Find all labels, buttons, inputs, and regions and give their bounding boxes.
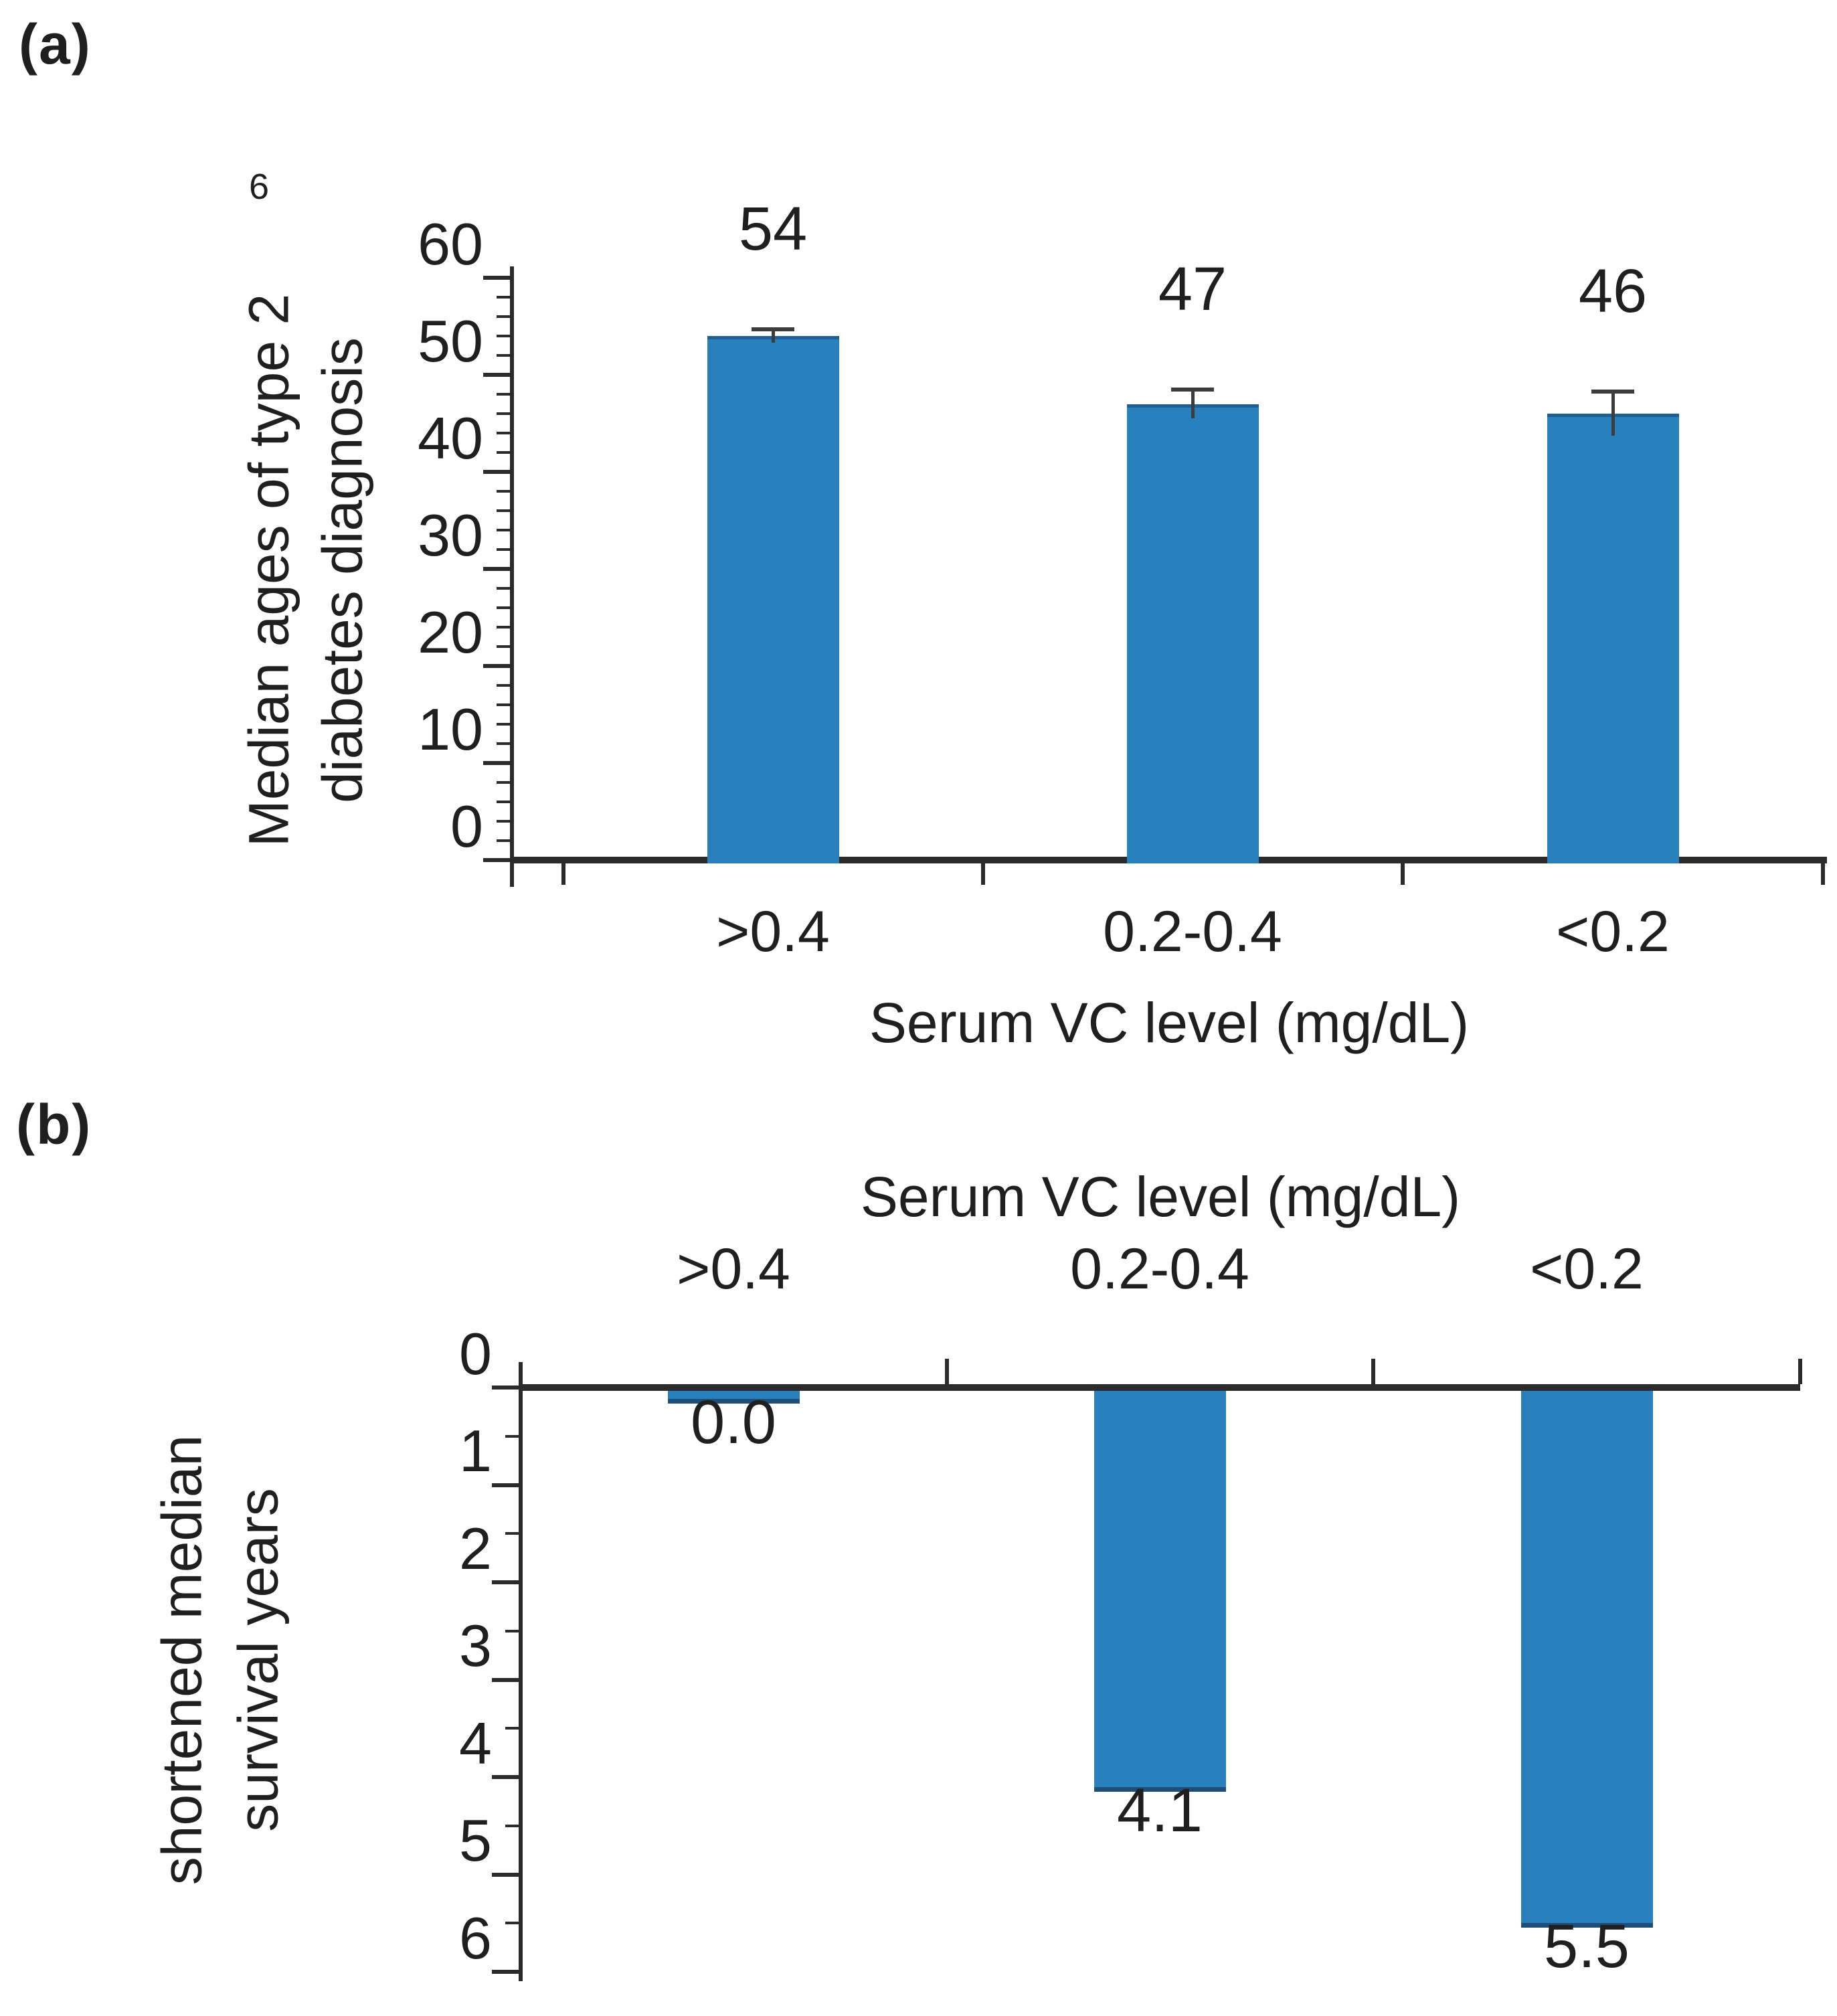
y-axis-major-tick — [492, 1385, 519, 1390]
panel-b-tag: (b) — [16, 1093, 92, 1156]
y-axis-minor-tick — [497, 626, 510, 628]
y-axis-minor-tick — [497, 703, 510, 706]
y-axis-major-tick — [492, 1677, 519, 1682]
y-axis-major-tick — [492, 1580, 519, 1584]
y-axis-minor-tick — [497, 684, 510, 687]
bar — [1094, 1391, 1226, 1792]
y-axis-minor-tick — [505, 1629, 519, 1632]
x-axis-boundary-tick — [1371, 1359, 1375, 1384]
y-axis-minor-tick — [497, 606, 510, 609]
y-axis-major-tick — [483, 858, 510, 862]
y-axis-minor-tick — [497, 742, 510, 745]
y-axis-minor-tick — [505, 1727, 519, 1730]
y-axis-minor-tick — [497, 781, 510, 784]
bar-value-label: 0.0 — [691, 1388, 776, 1456]
y-axis-minor-tick — [497, 432, 510, 434]
error-bar-line — [771, 329, 775, 343]
y-axis-title-line: diabetes diagnosis — [311, 337, 374, 803]
stray-character: 6 — [249, 167, 270, 207]
bar — [1126, 404, 1259, 863]
bar — [667, 1391, 800, 1404]
x-category-label: <0.2 — [1530, 1237, 1644, 1301]
y-axis-minor-tick — [497, 412, 510, 415]
x-category-label: 0.2-0.4 — [1070, 1237, 1249, 1301]
error-bar-line — [1611, 391, 1615, 436]
y-axis-tick-label: 20 — [418, 598, 483, 665]
bar-value-label: 5.5 — [1544, 1912, 1630, 1981]
bar — [1547, 414, 1679, 863]
y-axis-minor-tick — [497, 529, 510, 531]
y-axis-major-tick — [492, 1775, 519, 1779]
y-axis-major-tick — [483, 761, 510, 765]
y-axis-minor-tick — [497, 723, 510, 726]
y-axis-major-tick — [483, 567, 510, 571]
y-axis-line — [510, 266, 514, 887]
y-axis-minor-tick — [497, 354, 510, 357]
y-axis-major-tick — [483, 373, 510, 377]
y-axis-minor-tick — [497, 393, 510, 396]
bar-value-label: 47 — [1158, 254, 1227, 323]
y-axis-minor-tick — [497, 509, 510, 512]
y-axis-title-line: Median ages of type 2 — [237, 293, 300, 847]
y-axis-major-tick — [492, 1483, 519, 1487]
bar — [707, 336, 839, 863]
y-axis-tick-label: 0 — [450, 792, 483, 859]
y-axis-minor-tick — [497, 315, 510, 318]
error-bar-cap — [1591, 389, 1634, 394]
y-axis-major-tick — [483, 664, 510, 668]
error-bar-line — [1191, 389, 1195, 419]
y-axis-minor-tick — [505, 1532, 519, 1535]
y-axis-tick-label: 10 — [418, 695, 483, 762]
y-axis-minor-tick — [505, 1434, 519, 1438]
y-axis-tick-label: 3 — [459, 1612, 492, 1679]
y-axis-minor-tick — [497, 451, 510, 454]
y-axis-major-tick — [492, 1970, 519, 1974]
y-axis-major-tick — [483, 470, 510, 474]
y-axis-tick-label: 5 — [459, 1807, 492, 1874]
x-category-label: >0.4 — [677, 1237, 790, 1301]
y-axis-minor-tick — [497, 839, 510, 842]
y-axis-minor-tick — [497, 801, 510, 803]
bar-value-label: 46 — [1578, 256, 1648, 325]
y-axis-minor-tick — [497, 820, 510, 823]
x-axis-boundary-tick — [945, 1359, 949, 1384]
y-axis-title-line: shortened median — [150, 1434, 213, 1885]
y-axis-minor-tick — [497, 645, 510, 648]
y-axis-minor-tick — [497, 587, 510, 590]
x-axis-boundary-tick — [561, 863, 565, 885]
bar — [1520, 1391, 1653, 1928]
y-axis-minor-tick — [497, 335, 510, 337]
panel-a-tag: (a) — [19, 13, 92, 76]
y-axis-tick-label: 4 — [459, 1709, 492, 1776]
x-axis-boundary-tick — [1821, 863, 1825, 885]
x-axis-boundary-tick — [1798, 1359, 1802, 1384]
y-axis-line — [519, 1362, 523, 1981]
bar-value-label: 54 — [738, 194, 808, 263]
y-axis-minor-tick — [497, 490, 510, 493]
y-axis-minor-tick — [505, 1922, 519, 1925]
y-axis-minor-tick — [497, 296, 510, 299]
y-axis-tick-label: 2 — [459, 1515, 492, 1582]
x-axis-line — [519, 1384, 1800, 1391]
x-axis-boundary-tick — [1401, 863, 1405, 885]
y-axis-minor-tick — [497, 548, 510, 551]
y-axis-major-tick — [492, 1872, 519, 1877]
y-axis-tick-label: 1 — [459, 1418, 492, 1485]
y-axis-tick-label: 0 — [459, 1320, 492, 1387]
error-bar-cap — [752, 327, 794, 331]
error-bar-cap — [1171, 387, 1214, 392]
x-axis-boundary-tick — [981, 863, 985, 885]
y-axis-major-tick — [483, 276, 510, 280]
y-axis-minor-tick — [505, 1824, 519, 1827]
